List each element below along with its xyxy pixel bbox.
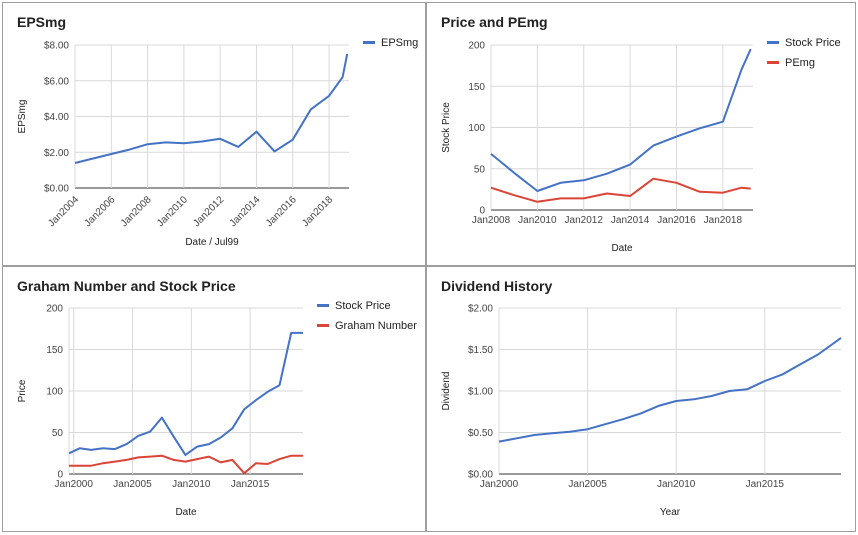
y-tick-label: $1.50 <box>468 345 493 356</box>
x-tick-label: Jan2008 <box>472 215 511 226</box>
x-tick-label: Jan2010 <box>155 194 190 229</box>
y-tick-label: $2.00 <box>44 148 69 159</box>
chart-panel-price-pemg: Price and PEmg 0 50 100 150 200 Jan2008 Jan2010… <box>426 2 856 266</box>
series-line <box>498 337 842 443</box>
x-tick-label: Jan2010 <box>518 215 557 226</box>
x-tick-label: Jan2018 <box>300 194 335 229</box>
series-line <box>74 53 349 164</box>
x-tick-label: Jan2014 <box>228 194 263 229</box>
y-tick-label: 50 <box>474 164 486 175</box>
y-tick-label: $4.00 <box>44 112 69 123</box>
x-tick-label: Jan2016 <box>264 194 299 229</box>
legend-swatch <box>767 41 779 44</box>
chart-panel-graham: Graham Number and Stock Price 0 50 100 150 20… <box>2 266 426 532</box>
series-line <box>69 454 303 475</box>
y-tick-label: $1.00 <box>468 387 493 398</box>
graham-chart-svg: Graham Number and Stock Price 0 50 100 150 20… <box>17 278 417 518</box>
x-tick-label: Jan2005 <box>568 479 607 490</box>
x-tick-label: Jan2010 <box>657 479 696 490</box>
y-axis-title: Stock Price <box>441 102 452 153</box>
x-tick-label: Jan2008 <box>119 194 154 229</box>
y-tick-label: 100 <box>46 387 63 398</box>
x-tick-label: Jan2015 <box>231 479 270 490</box>
legend-swatch <box>363 41 375 44</box>
legend-label: PEmg <box>785 57 815 69</box>
chart-title: Price and PEmg <box>441 14 548 30</box>
x-axis-title: Date <box>611 243 633 254</box>
x-tick-label: Jan2012 <box>191 194 226 229</box>
x-tick-label: Jan2010 <box>172 479 211 490</box>
y-axis-title: Price <box>17 379 28 402</box>
x-tick-label: Jan2015 <box>746 479 785 490</box>
x-tick-label: Jan2000 <box>480 479 519 490</box>
x-tick-label: Jan2012 <box>565 215 604 226</box>
series-line <box>68 331 303 456</box>
y-tick-label: $2.00 <box>468 304 493 315</box>
y-tick-label: 100 <box>468 123 485 134</box>
x-tick-label: Jan2018 <box>704 215 743 226</box>
legend-swatch <box>767 61 779 64</box>
x-tick-label: Jan2006 <box>82 194 117 229</box>
dividend-chart-svg: Dividend History $0.00 $0.50 $1.00 $1.50 $2.0… <box>441 278 842 518</box>
y-tick-label: $8.00 <box>44 41 69 52</box>
series-line <box>490 48 752 192</box>
legend-swatch <box>317 324 329 327</box>
x-tick-label: Jan2014 <box>611 215 650 226</box>
chart-title: Graham Number and Stock Price <box>17 278 236 294</box>
y-tick-label: 0 <box>57 470 63 481</box>
y-tick-label: $0.00 <box>468 470 493 481</box>
y-tick-label: 200 <box>46 304 63 315</box>
y-tick-label: $6.00 <box>44 76 69 87</box>
y-axis-title: EPSmg <box>17 100 28 134</box>
legend-label: Stock Price <box>785 37 841 49</box>
x-tick-label: Jan2004 <box>46 194 81 229</box>
price-pemg-chart-svg: Price and PEmg 0 50 100 150 200 Jan2008 Jan2010… <box>441 14 841 254</box>
legend-swatch <box>317 304 329 307</box>
legend-label: Graham Number <box>335 320 417 332</box>
legend-label: EPSmg <box>381 37 418 49</box>
y-tick-label: 50 <box>52 428 64 439</box>
x-tick-label: Jan2000 <box>55 479 94 490</box>
legend-label: Stock Price <box>335 300 391 312</box>
y-tick-label: 200 <box>468 41 485 52</box>
y-tick-label: $0.00 <box>44 184 69 195</box>
x-axis-title: Date / Jul99 <box>185 237 239 248</box>
y-axis-title: Dividend <box>441 372 452 411</box>
y-tick-label: 150 <box>468 82 485 93</box>
chart-panel-dividend: Dividend History $0.00 $0.50 $1.00 $1.50 $2.0… <box>426 266 856 532</box>
y-tick-label: 0 <box>479 206 485 217</box>
x-tick-label: Jan2016 <box>657 215 696 226</box>
series-line <box>490 177 751 203</box>
x-axis-title: Year <box>660 507 681 518</box>
x-tick-label: Jan2005 <box>113 479 152 490</box>
chart-panel-epsmg: EPSmg $0.00 $2.00 $4.00 $6.00 $8.00 Jan2004 Jan… <box>2 2 426 266</box>
chart-title: EPSmg <box>17 14 66 30</box>
y-tick-label: 150 <box>46 345 63 356</box>
y-tick-label: $0.50 <box>468 428 493 439</box>
chart-title: Dividend History <box>441 278 552 294</box>
x-axis-title: Date <box>175 507 197 518</box>
